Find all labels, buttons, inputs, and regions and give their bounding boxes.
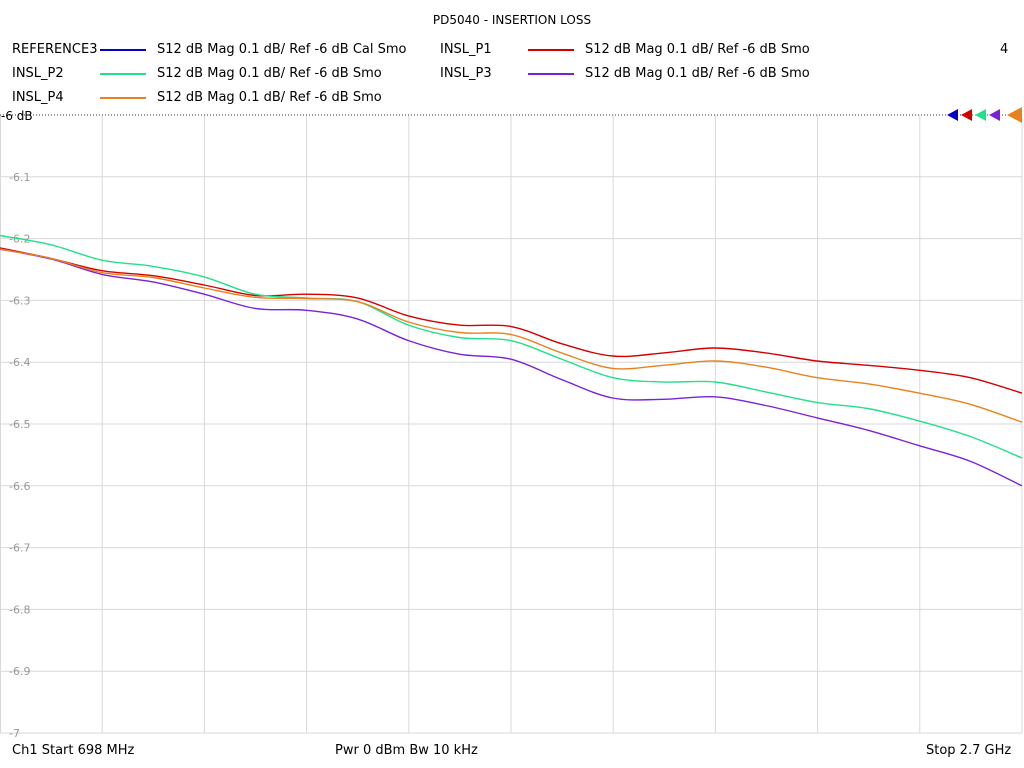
legend-name: INSL_P4 [12, 90, 64, 105]
trace-insl-p2 [0, 234, 1023, 459]
legend-entry-insl-p3: INSL_P3 S12 dB Mag 0.1 dB/ Ref -6 dB Smo [440, 66, 840, 84]
legend-desc: S12 dB Mag 0.1 dB/ Ref -6 dB Smo [157, 66, 382, 81]
chart-title: PD5040 - INSERTION LOSS [432, 13, 592, 27]
legend-swatch [528, 49, 574, 51]
legend-desc: S12 dB Mag 0.1 dB/ Ref -6 dB Smo [157, 90, 382, 105]
y-tick-labels: -6.1-6.2-6.3-6.4-6.5-6.6-6.7-6.8-6.9-7 [9, 171, 30, 740]
y-tick-label: -6.9 [9, 665, 30, 678]
footer-stop: Stop 2.7 GHz [926, 743, 1012, 758]
grid [0, 115, 1023, 734]
y-tick-label: -7 [9, 727, 20, 740]
legend-entry-insl-p1: INSL_P1 S12 dB Mag 0.1 dB/ Ref -6 dB Smo [440, 42, 840, 60]
footer-center: Pwr 0 dBm Bw 10 kHz [335, 743, 478, 758]
trace-insl-p4 [0, 248, 1023, 423]
legend-desc: S12 dB Mag 0.1 dB/ Ref -6 dB Cal Smo [157, 42, 407, 57]
y-tick-label: -6.3 [9, 294, 30, 307]
legend-entry-insl-p4: INSL_P4 S12 dB Mag 0.1 dB/ Ref -6 dB Smo [12, 90, 432, 108]
trace-insl-p3 [0, 248, 1023, 487]
reference-marker [989, 109, 1000, 121]
reference-marker [975, 109, 986, 121]
reference-level-label: -6 dB [1, 109, 33, 123]
legend-swatch [528, 73, 574, 75]
legend-name: INSL_P3 [440, 66, 492, 81]
legend-entry-insl-p2: INSL_P2 S12 dB Mag 0.1 dB/ Ref -6 dB Smo [12, 66, 432, 84]
legend-entry-reference3: REFERENCE3 S12 dB Mag 0.1 dB/ Ref -6 dB … [12, 42, 432, 60]
traces [0, 234, 1023, 487]
footer-start: Ch1 Start 698 MHz [12, 743, 135, 758]
y-tick-label: -6.8 [9, 603, 30, 616]
channel-number: 4 [1000, 42, 1009, 57]
legend-name: REFERENCE3 [12, 42, 98, 57]
reference-markers [947, 107, 1022, 123]
trace-insl-p1 [0, 247, 1023, 394]
y-tick-label: -6.7 [9, 542, 30, 555]
reference-marker [961, 109, 972, 121]
legend-desc: S12 dB Mag 0.1 dB/ Ref -6 dB Smo [585, 42, 810, 57]
reference-marker [947, 109, 958, 121]
y-tick-label: -6.1 [9, 171, 30, 184]
legend-swatch [100, 97, 146, 99]
legend-desc: S12 dB Mag 0.1 dB/ Ref -6 dB Smo [585, 66, 810, 81]
reference-marker-active [1007, 107, 1022, 123]
legend-swatch [100, 73, 146, 75]
y-tick-label: -6.6 [9, 480, 30, 493]
y-tick-label: -6.4 [9, 356, 30, 369]
legend-swatch [100, 49, 146, 51]
legend-name: INSL_P2 [12, 66, 64, 81]
legend-name: INSL_P1 [440, 42, 492, 57]
y-tick-label: -6.5 [9, 418, 30, 431]
